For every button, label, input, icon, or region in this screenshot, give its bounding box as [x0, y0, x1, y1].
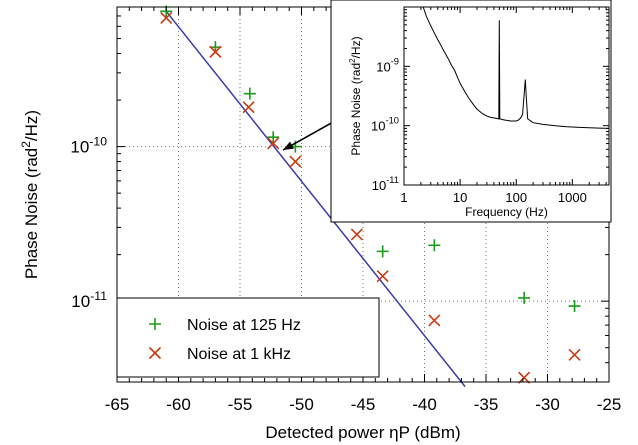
- spectrum-line: [422, 6, 610, 129]
- x-tick-label: -30: [535, 395, 560, 414]
- plus-marker: [376, 245, 389, 258]
- cross-marker: [518, 371, 531, 384]
- y-tick-label: 10-11: [71, 289, 107, 311]
- inset-x-axis-label: Frequency (Hz): [465, 205, 548, 219]
- legend: Noise at 125 Hz Noise at 1 kHz: [116, 297, 380, 378]
- cross-marker: [350, 228, 363, 241]
- x-tick-label: -50: [289, 395, 314, 414]
- x-tick-label: -25: [597, 395, 622, 414]
- inset-y-tick-label-exponent: -11: [386, 175, 399, 185]
- inset-x-tick-label: 100: [505, 190, 527, 205]
- cross-marker: [148, 346, 162, 360]
- main-fit-line-layer: [165, 10, 466, 388]
- inset-y-tick-label-base: 10: [371, 119, 385, 134]
- inset-y-tick-label-base: 10: [372, 178, 386, 193]
- cross-marker: [242, 101, 255, 114]
- plus-marker: [568, 300, 581, 313]
- x-tick-label: -55: [228, 395, 253, 414]
- label-superscript: 2: [19, 141, 33, 148]
- label-text: Phase Noise (rad: [22, 148, 41, 279]
- legend-entry-plus: Noise at 125 Hz: [187, 317, 301, 334]
- y-tick-label-base: 10: [71, 292, 90, 311]
- cross-marker: [428, 314, 441, 327]
- cross-marker: [376, 270, 389, 283]
- inset-y-axis-label: Phase Noise (rad2/Hz): [348, 36, 363, 155]
- cross-marker: [160, 11, 173, 24]
- annotation-arrow-head: [283, 141, 294, 151]
- y-tick-label-exponent: -11: [90, 289, 107, 303]
- x-tick-label: -65: [105, 395, 130, 414]
- x-tick-label: -45: [351, 395, 376, 414]
- legend-entry-cross: Noise at 1 kHz: [187, 346, 291, 363]
- legend-box: [116, 297, 380, 378]
- x-tick-label: -60: [166, 395, 191, 414]
- inset-y-tick-label: 10-10: [371, 116, 399, 134]
- y-tick-label-exponent: -10: [89, 135, 107, 149]
- plus-marker: [428, 239, 441, 252]
- cross-marker: [568, 348, 581, 361]
- cross-marker: [267, 137, 280, 150]
- inset-y-tick-label: 10-9: [376, 56, 399, 74]
- inset-plot-frame: [403, 6, 610, 186]
- cross-marker: [289, 155, 302, 168]
- inset-y-tick-label-exponent: -10: [385, 116, 399, 126]
- fit-line: [165, 10, 466, 388]
- inset-y-tick-label-exponent: -9: [391, 56, 399, 66]
- label-text-end: /Hz): [22, 110, 41, 141]
- y-tick-label-base: 10: [70, 138, 89, 157]
- x-tick-label: -35: [474, 395, 499, 414]
- y-axis-label: Phase Noise (rad2/Hz): [19, 110, 41, 279]
- plus-marker: [149, 318, 161, 330]
- plus-marker: [243, 87, 256, 100]
- inset-y-tick-label-base: 10: [376, 59, 390, 74]
- x-tick-label: -40: [412, 395, 437, 414]
- x-axis-label: Detected power ηP (dBm): [265, 423, 460, 442]
- inset-y-tick-label: 10-11: [372, 175, 399, 193]
- label-text: Phase Noise (rad: [349, 63, 363, 156]
- inset-x-tick-label: 1: [400, 190, 407, 205]
- inset-spectrum-layer: [422, 6, 610, 129]
- inset-x-tick-label: 10: [453, 190, 467, 205]
- plus-marker: [518, 291, 531, 304]
- cross-marker: [209, 45, 222, 58]
- label-superscript: 2: [348, 58, 357, 63]
- inset-x-tick-label: 1000: [558, 190, 587, 205]
- plus-marker: [267, 131, 280, 144]
- label-text-end: /Hz): [349, 36, 363, 58]
- y-tick-label: 10-10: [70, 135, 107, 157]
